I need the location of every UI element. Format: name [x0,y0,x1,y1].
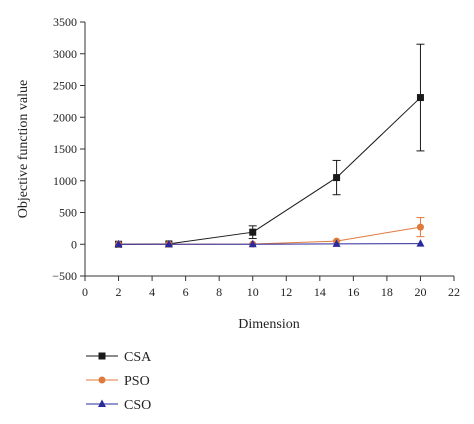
legend-item-pso: PSO [86,374,150,389]
legend-item-csa: CSA [86,350,152,365]
data-point [114,239,123,248]
data-point [249,228,257,236]
y-tick-label: −500 [52,269,77,283]
x-axis-title: Dimension [238,317,299,332]
series-csa [115,43,425,248]
data-point [332,239,341,247]
x-tick-label: 2 [116,285,122,299]
data-point [248,239,257,248]
series-layer [114,43,425,248]
y-tick-label: 0 [71,237,77,251]
legend-label: CSO [124,398,151,413]
series-pso [115,217,425,248]
legend-item-cso: CSO [86,398,151,413]
y-tick-label: 500 [59,206,77,220]
x-tick-label: 16 [347,285,359,299]
y-tick-label: 1500 [53,142,77,156]
data-point [98,376,106,384]
y-tick-label: 2000 [53,110,77,124]
x-tick-label: 20 [414,285,426,299]
series-cso [114,239,425,248]
x-tick-label: 12 [280,285,292,299]
y-tick-label: 3000 [53,47,77,61]
legend-label: PSO [124,374,150,389]
x-tick-label: 10 [247,285,259,299]
y-tick-label: 2500 [53,79,77,93]
y-ticks: −500 0 500 1000 1500 2000 2500 3000 3500 [52,15,85,283]
data-point [333,174,341,182]
data-point [416,94,424,102]
x-tick-label: 6 [183,285,189,299]
y-tick-label: 1000 [53,174,77,188]
x-tick-label: 0 [82,285,88,299]
series-line [118,226,421,245]
data-point [416,223,424,231]
x-tick-label: 18 [381,285,393,299]
x-tick-label: 22 [448,285,460,299]
x-tick-label: 14 [314,285,326,299]
legend-label: CSA [124,350,152,365]
data-point [416,239,425,247]
series-line [118,97,421,245]
legend: CSA PSO CSO [86,350,152,413]
data-point [164,239,173,248]
y-tick-label: 3500 [53,15,77,29]
x-tick-label: 8 [216,285,222,299]
data-point [98,399,106,407]
y-axis-title: Objective function value [16,80,31,218]
x-ticks: 0 2 4 6 8 10 12 14 16 18 20 22 [82,276,460,299]
data-point [98,352,106,360]
x-tick-label: 4 [149,285,155,299]
